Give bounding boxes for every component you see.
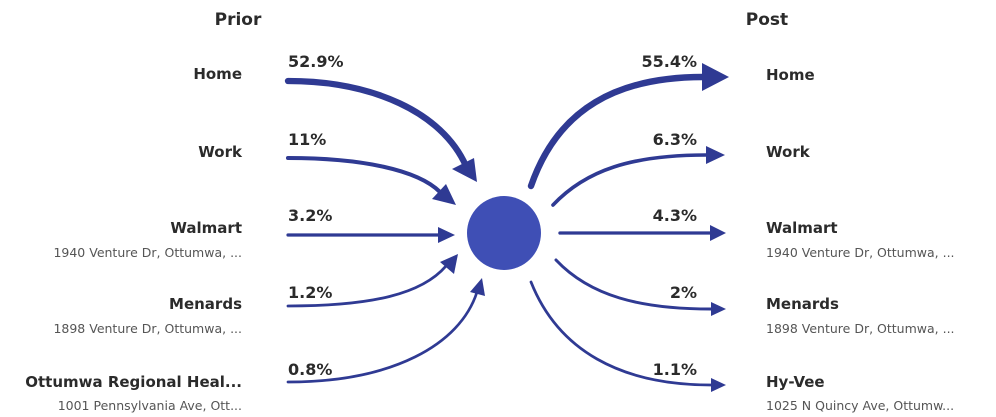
outflow-arrowhead-home <box>702 63 729 91</box>
outflow-arrowhead-hy-vee <box>711 378 726 392</box>
outflow-arrowhead-work <box>706 146 725 164</box>
inflow-arrows <box>284 77 485 384</box>
inflow-arrowhead-walmart <box>438 227 455 243</box>
prior-percent-label: 0.8% <box>288 360 332 379</box>
prior-item-walmart: Walmart 1940 Venture Dr, Ottumwa, ... <box>53 219 242 260</box>
outflow-arrowhead-menards <box>711 302 726 316</box>
prior-place-name: Home <box>193 65 242 83</box>
central-hub <box>467 196 541 270</box>
prior-percent-label: 52.9% <box>288 52 344 71</box>
post-place-name: Work <box>766 143 811 161</box>
post-place-address: 1940 Venture Dr, Ottumwa, ... <box>766 245 955 260</box>
prior-item-home: Home <box>193 65 242 83</box>
prior-place-name: Work <box>198 143 243 161</box>
post-place-name: Walmart <box>766 219 838 237</box>
prior-place-address: 1940 Venture Dr, Ottumwa, ... <box>53 245 242 260</box>
prior-place-address: 1898 Venture Dr, Ottumwa, ... <box>53 321 242 336</box>
prior-place-name: Menards <box>169 295 242 313</box>
outflow-arrowhead-walmart <box>710 225 726 241</box>
post-list: Home Work Walmart 1940 Venture Dr, Ottum… <box>766 66 955 413</box>
post-place-name: Hy-Vee <box>766 373 825 391</box>
outflow-arrow-work <box>551 153 708 207</box>
prior-list: Home Work Walmart 1940 Venture Dr, Ottum… <box>25 65 243 413</box>
prior-place-name: Walmart <box>170 219 242 237</box>
inflow-arrowhead-home <box>452 158 477 182</box>
inflow-arrowhead-work <box>432 184 456 205</box>
outflow-arrow-menards <box>554 258 713 311</box>
prior-item-ottumwa-regional: Ottumwa Regional Heal... 1001 Pennsylvan… <box>25 373 242 413</box>
post-place-address: 1025 N Quincy Ave, Ottumw... <box>766 398 954 413</box>
outflow-arrow-hy-vee <box>529 280 713 387</box>
post-heading: Post <box>746 10 788 30</box>
prior-item-menards: Menards 1898 Venture Dr, Ottumwa, ... <box>53 295 242 336</box>
post-place-address: 1898 Venture Dr, Ottumwa, ... <box>766 321 955 336</box>
post-percent-label: 55.4% <box>641 52 697 71</box>
post-percent-label: 1.1% <box>653 360 697 379</box>
outflow-arrows <box>527 63 729 392</box>
outflow-arrow-home <box>527 73 707 190</box>
prior-item-work: Work <box>198 143 243 161</box>
prior-percent-label: 1.2% <box>288 283 332 302</box>
post-percent-label: 2% <box>670 283 697 302</box>
post-item-walmart: Walmart 1940 Venture Dr, Ottumwa, ... <box>766 219 955 260</box>
inflow-arrow-ottumwa-regional <box>286 290 479 384</box>
inflow-arrow-home <box>284 77 470 170</box>
prior-percent-label: 11% <box>288 130 326 149</box>
prior-place-name: Ottumwa Regional Heal... <box>25 373 242 391</box>
post-percent-label: 6.3% <box>653 130 697 149</box>
inflow-arrow-menards <box>286 264 448 308</box>
post-item-home: Home <box>766 66 815 84</box>
post-place-name: Menards <box>766 295 839 313</box>
post-item-work: Work <box>766 143 811 161</box>
prior-heading: Prior <box>215 10 262 30</box>
inflow-arrowhead-menards <box>440 254 458 274</box>
inflow-arrow-work <box>285 155 443 195</box>
post-place-name: Home <box>766 66 815 84</box>
inflow-arrowhead-ottumwa-regional <box>470 278 485 296</box>
post-item-menards: Menards 1898 Venture Dr, Ottumwa, ... <box>766 295 955 336</box>
post-percent-label: 4.3% <box>653 206 697 225</box>
prior-percent-label: 3.2% <box>288 206 332 225</box>
prior-place-address: 1001 Pennsylvania Ave, Ott... <box>58 398 242 413</box>
post-item-hy-vee: Hy-Vee 1025 N Quincy Ave, Ottumw... <box>766 373 954 413</box>
